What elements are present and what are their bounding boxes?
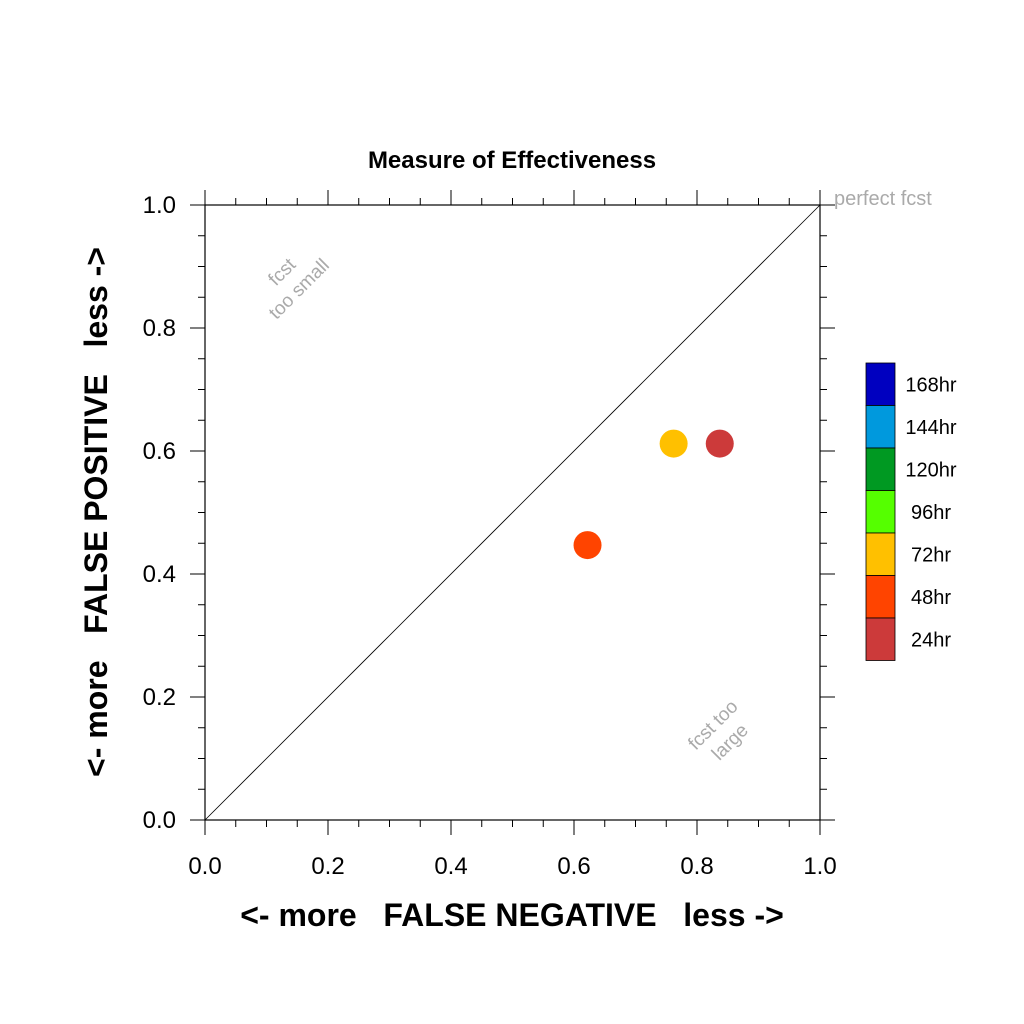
y-tick-label: 0.6: [143, 438, 176, 465]
legend-label-144hr: 144hr: [905, 417, 956, 439]
x-tick-label: 0.4: [434, 853, 467, 880]
legend-label-96hr: 96hr: [911, 502, 951, 524]
y-tick-labels: 0.0 0.2 0.4 0.6 0.8 1.0: [143, 192, 176, 834]
y-tick-label: 0.8: [143, 315, 176, 342]
chart-title: Measure of Effectiveness: [368, 147, 656, 174]
legend-label-168hr: 168hr: [905, 374, 956, 396]
y-axis-label: <- more FALSE POSITIVE less ->: [78, 247, 114, 777]
legend-label-72hr: 72hr: [911, 544, 951, 566]
perfect-forecast-diagonal: [204, 204, 821, 821]
legend-label-24hr: 24hr: [911, 629, 951, 651]
x-tick-label: 0.8: [680, 853, 713, 880]
x-tick-label: 0.0: [188, 853, 221, 880]
point-48hr: [573, 531, 602, 560]
perfect-forecast-label: perfect fcst: [834, 188, 932, 210]
legend: 168hr 144hr 120hr 96hr 72hr 48hr 24hr: [865, 362, 957, 661]
x-tick-label: 0.6: [557, 853, 590, 880]
x-tick-labels: 0.0 0.2 0.4 0.6 0.8 1.0: [188, 853, 836, 880]
x-tick-label: 0.2: [311, 853, 344, 880]
x-axis-label: <- more FALSE NEGATIVE less ->: [240, 897, 784, 933]
legend-swatch-144hr: [865, 405, 896, 449]
plot-frame: [204, 204, 821, 821]
x-tick-label: 1.0: [803, 853, 836, 880]
y-tick-label: 0.4: [143, 561, 176, 588]
y-tick-label: 1.0: [143, 192, 176, 219]
legend-label-48hr: 48hr: [911, 587, 951, 609]
y-tick-label: 0.0: [143, 807, 176, 834]
legend-swatch-72hr: [865, 532, 896, 576]
legend-swatch-168hr: [865, 362, 896, 406]
too-large-annotation: fcst too large: [684, 696, 752, 764]
point-24hr: [705, 429, 734, 458]
legend-swatch-48hr: [865, 575, 896, 619]
y-tick-label: 0.2: [143, 684, 176, 711]
axis-ticks: [190, 190, 835, 835]
legend-swatch-96hr: [865, 490, 896, 534]
legend-swatch-120hr: [865, 447, 896, 491]
legend-label-120hr: 120hr: [905, 459, 956, 481]
data-points: [573, 429, 734, 560]
too-small-annotation: fcst too small: [265, 254, 334, 324]
point-72hr: [659, 429, 688, 458]
legend-swatch-24hr: [865, 617, 896, 661]
